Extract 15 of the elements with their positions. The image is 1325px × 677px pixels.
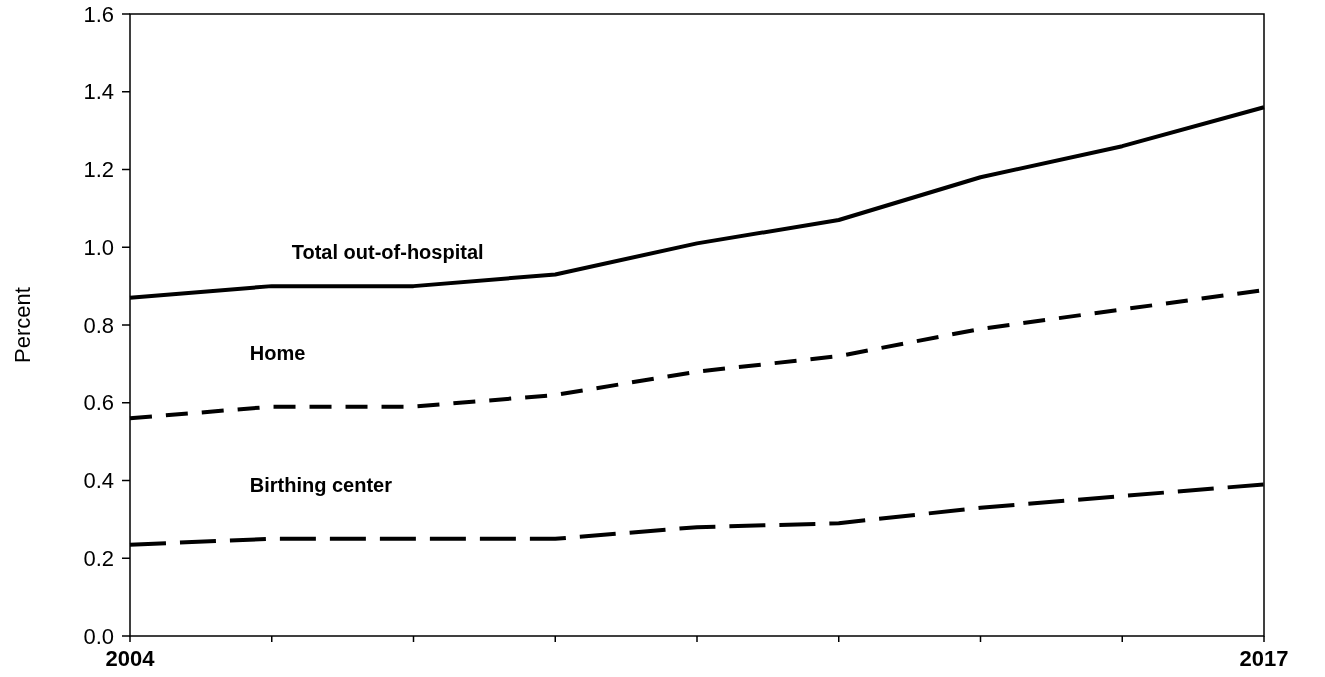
y-axis-title: Percent: [10, 287, 35, 363]
y-tick-label: 1.0: [83, 234, 114, 260]
text: Home: [249, 341, 306, 364]
y-tick-label: 1.4: [83, 79, 114, 105]
y-tick-label: 0.4: [83, 468, 114, 494]
text: Birthing center: [249, 474, 393, 497]
x-tick-label: 2004: [105, 646, 156, 671]
x-tick-label: 2017: [1239, 646, 1289, 671]
y-tick-label: 1.2: [83, 157, 114, 183]
y-tick-label: 0.0: [83, 623, 114, 649]
series-label: Total out-of-hospital: [291, 240, 484, 263]
y-tick-label: 0.8: [83, 312, 114, 338]
y-tick-label: 0.6: [83, 390, 114, 416]
y-tick-label: 1.6: [83, 1, 114, 27]
y-tick-label: 0.2: [83, 545, 114, 571]
